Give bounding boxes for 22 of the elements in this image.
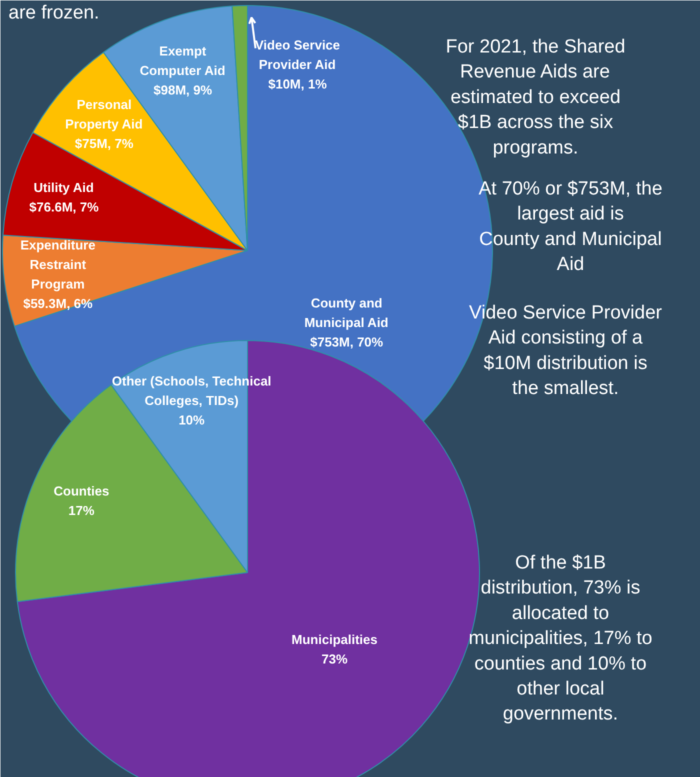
slice-label: Exempt Computer Aid xyxy=(140,44,226,78)
slice-label: Video Service Provider Aid xyxy=(254,37,340,72)
slice-label: County and Municipal Aid xyxy=(479,228,662,276)
data-label: $76.6M, 7% xyxy=(29,199,100,214)
data-label: 10% xyxy=(178,412,206,428)
text: Of the $1B distribution, 73% is allocated to municipalities, 17% to counties and 10% to other local governments. xyxy=(468,552,652,725)
slice-label: Personal Property Aid xyxy=(65,97,143,132)
data-label: 73% xyxy=(322,651,348,666)
slice-label: County and Municipal Aid xyxy=(304,296,388,330)
text: At 70% or $753M, the largest aid is xyxy=(478,178,662,225)
data-label: 17% xyxy=(68,502,95,518)
data-label: $75M, 7% xyxy=(74,136,134,152)
slice-label: Expenditure Restraint Program xyxy=(20,238,96,292)
text: Video Service Provider Aid consisting of a $10M distribution is the smallest. xyxy=(469,302,663,400)
slice-label: Municipalities xyxy=(292,632,378,647)
slice-label: Counties xyxy=(54,483,110,498)
slice-label: Utility Aid xyxy=(34,180,94,195)
data-label: $753M, 70% xyxy=(310,334,384,350)
data-label: $10M, 1% xyxy=(268,76,328,92)
data-label: $98M, 9% xyxy=(154,82,212,98)
text: are frozen. xyxy=(8,2,100,24)
text: For 2021, the Shared Revenue Aids are estimated to exceed $1B across the six programs. xyxy=(446,36,626,158)
